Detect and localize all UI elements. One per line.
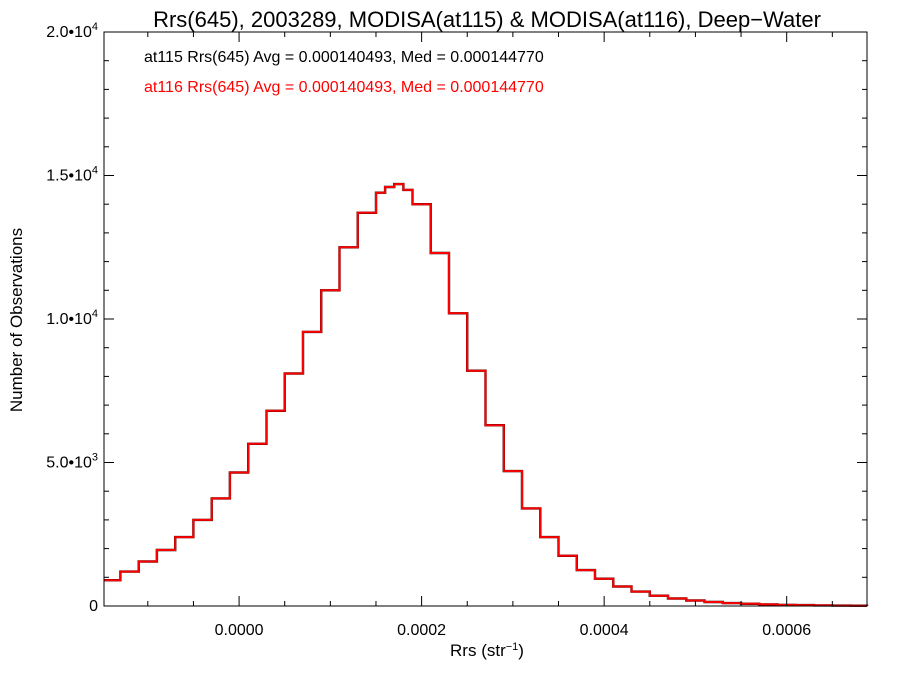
y-tick-label: 1.5•104 xyxy=(46,165,98,185)
x-tick-label: 0.0004 xyxy=(580,622,629,639)
y-tick-label: 2.0•104 xyxy=(46,21,98,41)
y-tick-label: 1.0•104 xyxy=(46,308,98,328)
annotation-at116: at116 Rrs(645) Avg = 0.000140493, Med = … xyxy=(144,79,544,96)
y-tick-label: 5.0•103 xyxy=(46,452,98,472)
y-tick-label: 0 xyxy=(89,598,98,615)
x-tick-label: 0.0000 xyxy=(215,622,264,639)
annotation-at115: at115 Rrs(645) Avg = 0.000140493, Med = … xyxy=(144,49,544,66)
x-tick-label: 0.0006 xyxy=(762,622,811,639)
chart-title: Rrs(645), 2003289, MODISA(at115) & MODIS… xyxy=(153,7,821,32)
x-axis-label: Rrs (str−1) xyxy=(450,641,524,660)
x-tick-label: 0.0002 xyxy=(397,622,446,639)
y-axis-label: Number of Observations xyxy=(7,228,26,412)
axis-ticks: 0.0000 0.0002 0.0004 0.0006 0 5.0•103 1.0•104 1… xyxy=(46,21,867,639)
